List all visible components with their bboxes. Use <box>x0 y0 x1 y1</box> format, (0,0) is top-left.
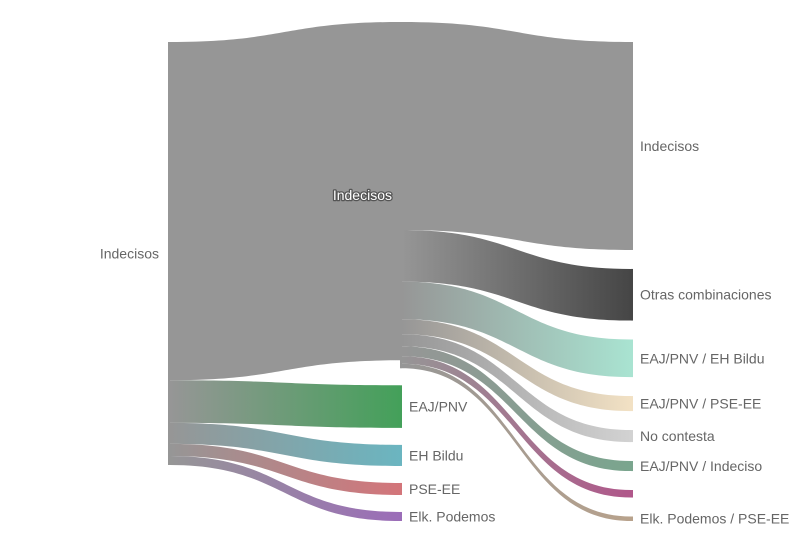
sankey-link <box>170 422 400 466</box>
node-label: EAJ/PNV / Indeciso <box>640 458 762 474</box>
sankey-node <box>631 396 633 412</box>
sankey-link <box>402 346 631 472</box>
node-label: EH Bildu <box>409 447 463 463</box>
node-label: Indecisos <box>640 138 699 154</box>
sankey-link <box>402 281 631 378</box>
sankey-link <box>402 229 631 321</box>
sankey-node <box>631 268 633 321</box>
sankey-node <box>400 385 402 428</box>
sankey-node <box>631 516 633 521</box>
sankey-link <box>402 334 631 443</box>
node-label: Elk. Podemos <box>409 508 495 524</box>
node-label: No contesta <box>640 428 715 444</box>
sankey-labels: Indecisos Indecisos EAJ/PNV EH Bildu PSE-EE E… <box>100 138 790 527</box>
sankey-link <box>170 455 400 521</box>
sankey-link <box>170 443 400 495</box>
sankey-link <box>170 22 400 381</box>
sankey-link <box>402 363 631 521</box>
sankey-node <box>400 511 402 521</box>
node-label: Elk. Podemos / PSE-EE <box>640 511 789 527</box>
sankey-link <box>170 380 400 428</box>
sankey-node <box>168 42 170 465</box>
sankey-node <box>400 482 402 495</box>
sankey-links <box>170 22 631 521</box>
node-label: PSE-EE <box>409 481 460 497</box>
node-label: EAJ/PNV / PSE-EE <box>640 396 761 412</box>
node-label: Indecisos <box>333 187 392 203</box>
sankey-nodes <box>168 22 633 521</box>
sankey-node <box>400 22 402 369</box>
sankey-node <box>631 430 633 443</box>
sankey-node <box>631 461 633 472</box>
sankey-node <box>631 339 633 378</box>
node-label: Otras combinaciones <box>640 287 772 303</box>
node-label: EAJ/PNV / EH Bildu <box>640 350 765 366</box>
sankey-link <box>402 22 631 250</box>
sankey-node <box>631 490 633 498</box>
sankey-node <box>400 444 402 466</box>
node-label: EAJ/PNV <box>409 399 468 415</box>
sankey-node <box>631 42 633 250</box>
sankey-link <box>402 319 631 412</box>
sankey-link <box>402 356 631 498</box>
node-label: Indecisos <box>100 245 159 261</box>
